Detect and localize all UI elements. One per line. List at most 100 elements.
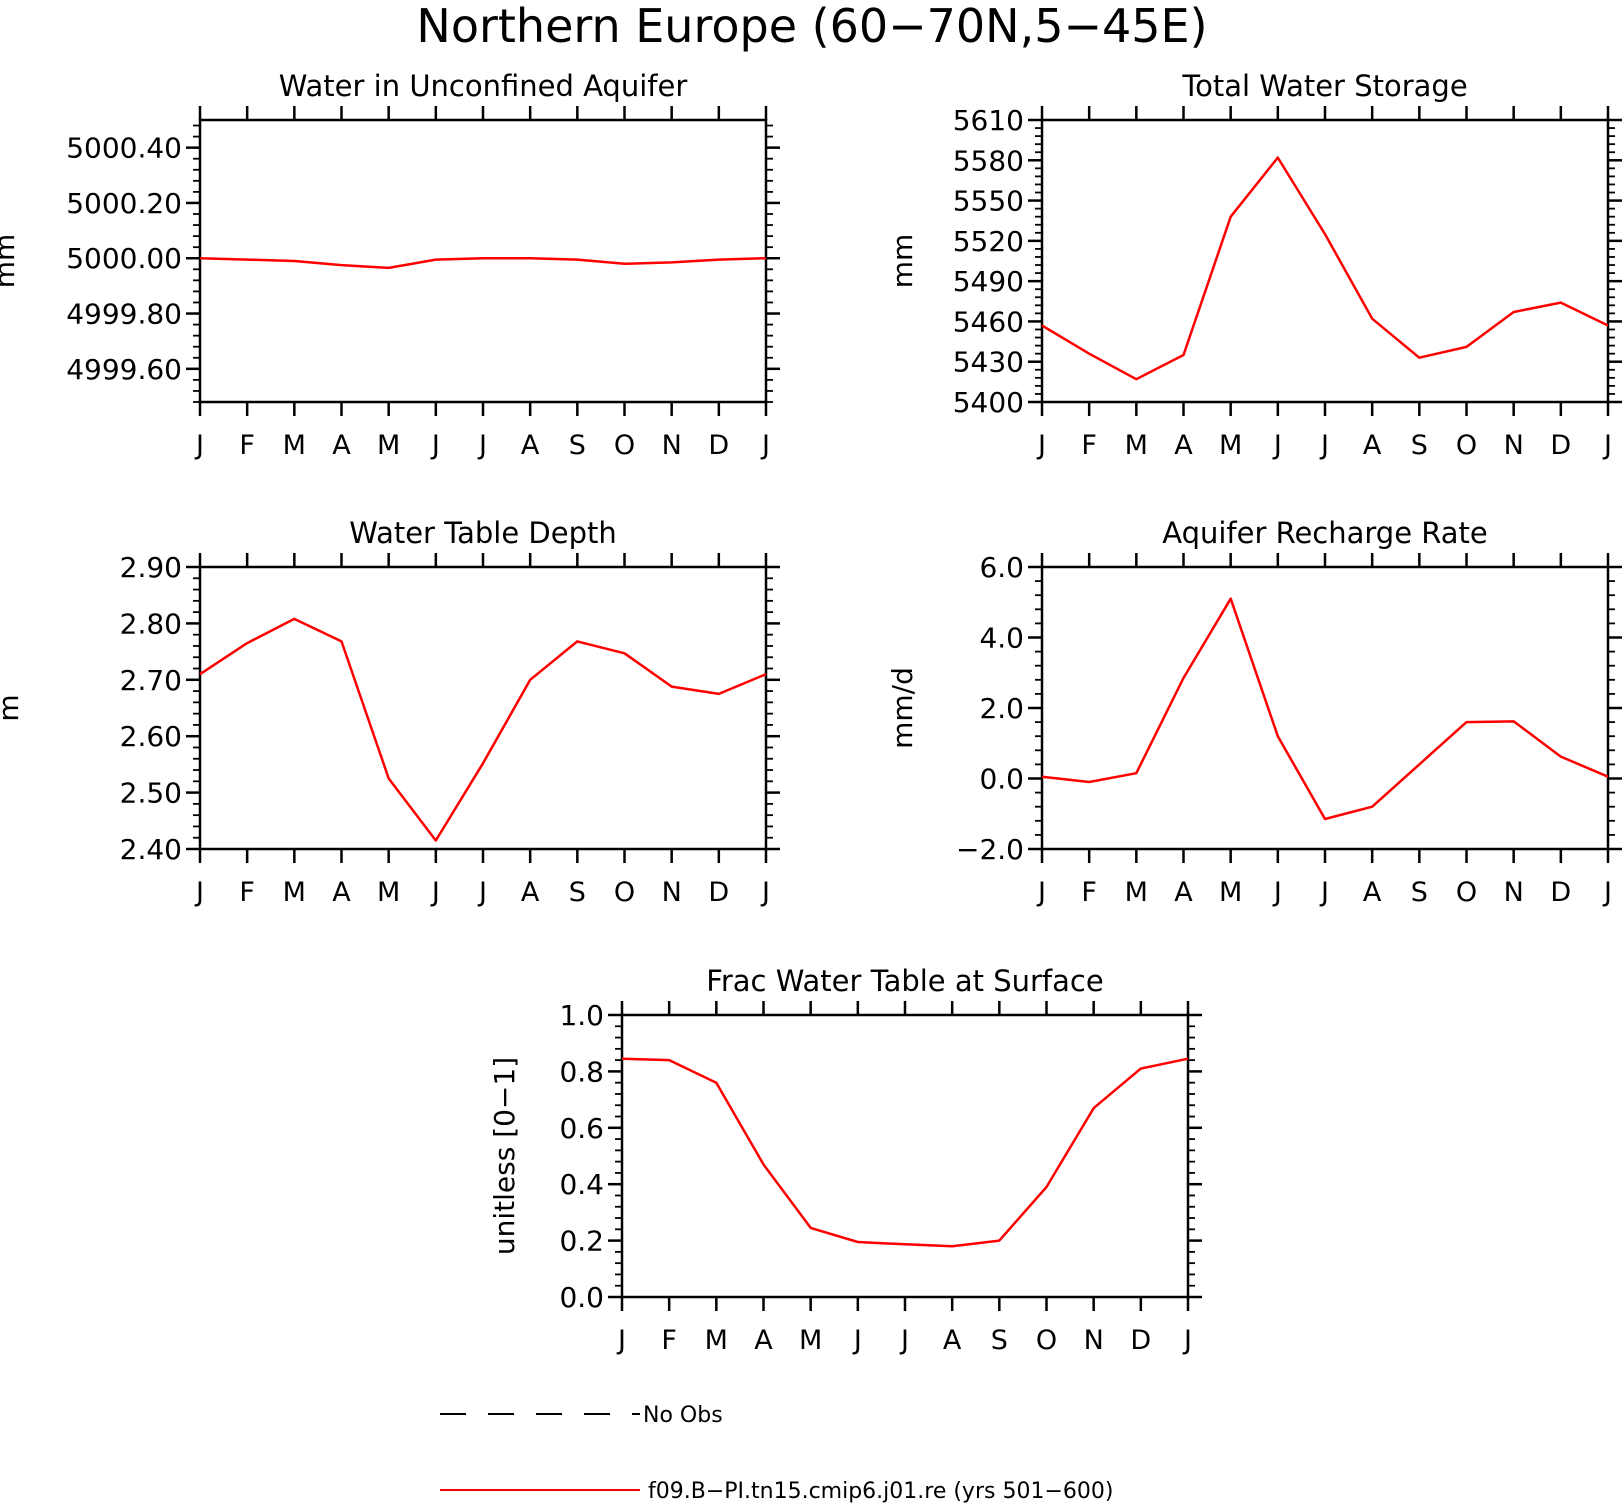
x-tick-label: N	[1084, 1325, 1104, 1356]
x-tick-label: M	[283, 877, 306, 908]
y-tick-label: 4999.80	[66, 298, 182, 331]
y-tick-label: 2.90	[120, 551, 182, 584]
y-tick-label: 5580	[953, 144, 1024, 177]
x-tick-label: D	[708, 430, 729, 461]
y-tick-label: 5000.00	[66, 242, 182, 275]
x-tick-label: J	[1272, 877, 1282, 908]
y-axis-label: mm/d	[886, 667, 919, 749]
x-tick-label: D	[1130, 1325, 1151, 1356]
y-tick-label: 0.6	[559, 1112, 604, 1145]
x-tick-label: J	[1182, 1325, 1192, 1356]
y-tick-label: 5400	[953, 386, 1024, 419]
x-tick-label: J	[1036, 430, 1046, 461]
x-tick-label: A	[332, 877, 351, 908]
x-tick-label: O	[614, 877, 635, 908]
x-tick-label: S	[1411, 877, 1428, 908]
x-tick-label: F	[239, 877, 255, 908]
x-tick-label: J	[194, 430, 204, 461]
panel-title: Water Table Depth	[349, 516, 617, 550]
x-tick-label: M	[283, 430, 306, 461]
panel-title: Water in Unconfined Aquifer	[279, 69, 688, 103]
y-tick-label: 0.4	[559, 1168, 604, 1201]
x-tick-label: N	[662, 877, 682, 908]
x-tick-label: S	[569, 430, 586, 461]
x-tick-label: O	[1036, 1325, 1057, 1356]
x-tick-label: F	[661, 1325, 677, 1356]
x-tick-label: J	[1036, 877, 1046, 908]
x-tick-label: M	[799, 1325, 822, 1356]
y-tick-label: 5000.20	[66, 187, 182, 220]
x-tick-label: M	[1219, 877, 1242, 908]
y-tick-label: 2.50	[120, 777, 182, 810]
panel-title: Aquifer Recharge Rate	[1162, 516, 1488, 550]
x-tick-label: J	[430, 430, 440, 461]
x-tick-label: J	[760, 430, 770, 461]
x-tick-label: M	[377, 430, 400, 461]
legend-model-label: f09.B−PI.tn15.cmip6.j01.re (yrs 501−600)	[648, 1479, 1113, 1503]
x-tick-label: J	[899, 1325, 909, 1356]
y-tick-label: 2.40	[120, 833, 182, 866]
y-tick-label: 0.2	[559, 1225, 604, 1258]
x-tick-label: J	[1272, 430, 1282, 461]
y-tick-label: 0.0	[979, 763, 1024, 796]
x-tick-label: M	[1125, 430, 1148, 461]
x-tick-label: O	[614, 430, 635, 461]
y-tick-label: 2.70	[120, 664, 182, 697]
x-tick-label: S	[569, 877, 586, 908]
panel-title: Total Water Storage	[1181, 69, 1467, 103]
x-tick-label: J	[852, 1325, 862, 1356]
x-tick-label: J	[1602, 430, 1612, 461]
y-tick-label: 0.8	[559, 1055, 604, 1088]
x-tick-label: A	[1363, 430, 1382, 461]
x-tick-label: F	[1081, 430, 1097, 461]
y-tick-label: 1.0	[559, 999, 604, 1032]
x-tick-label: A	[332, 430, 351, 461]
series-line	[199, 617, 767, 842]
series-line	[199, 256, 767, 270]
y-tick-label: 5460	[953, 305, 1024, 338]
figure-title: Northern Europe (60−70N,5−45E)	[416, 0, 1207, 53]
x-tick-label: O	[1456, 430, 1477, 461]
series-line	[1041, 156, 1609, 381]
y-tick-label: −2.0	[956, 833, 1024, 866]
x-tick-label: M	[705, 1325, 728, 1356]
x-tick-label: F	[239, 430, 255, 461]
x-tick-label: J	[760, 877, 770, 908]
plot-frame	[1040, 565, 1610, 851]
y-tick-label: 2.60	[120, 720, 182, 753]
y-tick-label: 5490	[953, 265, 1024, 298]
x-tick-label: D	[1550, 430, 1571, 461]
x-tick-label: A	[1174, 877, 1193, 908]
x-tick-label: M	[1219, 430, 1242, 461]
y-tick-label: 5520	[953, 225, 1024, 258]
x-tick-label: J	[616, 1325, 626, 1356]
x-tick-label: J	[194, 877, 204, 908]
x-tick-label: N	[662, 430, 682, 461]
y-tick-label: 4.0	[979, 622, 1024, 655]
plot-frame	[1040, 118, 1610, 404]
x-tick-label: M	[1125, 877, 1148, 908]
y-axis-label: m	[0, 694, 25, 721]
plot-frame	[620, 1013, 1190, 1299]
x-tick-label: O	[1456, 877, 1477, 908]
x-tick-label: A	[943, 1325, 962, 1356]
x-tick-label: J	[430, 877, 440, 908]
x-tick-label: J	[1319, 430, 1329, 461]
series-line	[621, 1057, 1189, 1248]
x-tick-label: N	[1504, 877, 1524, 908]
y-tick-label: 6.0	[979, 551, 1024, 584]
x-tick-label: D	[1550, 877, 1571, 908]
y-tick-label: 2.80	[120, 607, 182, 640]
y-tick-label: 2.0	[979, 692, 1024, 725]
legend-obs-label: No Obs	[643, 1403, 723, 1428]
y-tick-label: 5000.40	[66, 132, 182, 165]
x-tick-label: A	[1174, 430, 1193, 461]
y-axis-label: mm	[886, 234, 919, 289]
y-tick-label: 5550	[953, 185, 1024, 218]
y-axis-label: unitless [0−1]	[488, 1057, 521, 1255]
